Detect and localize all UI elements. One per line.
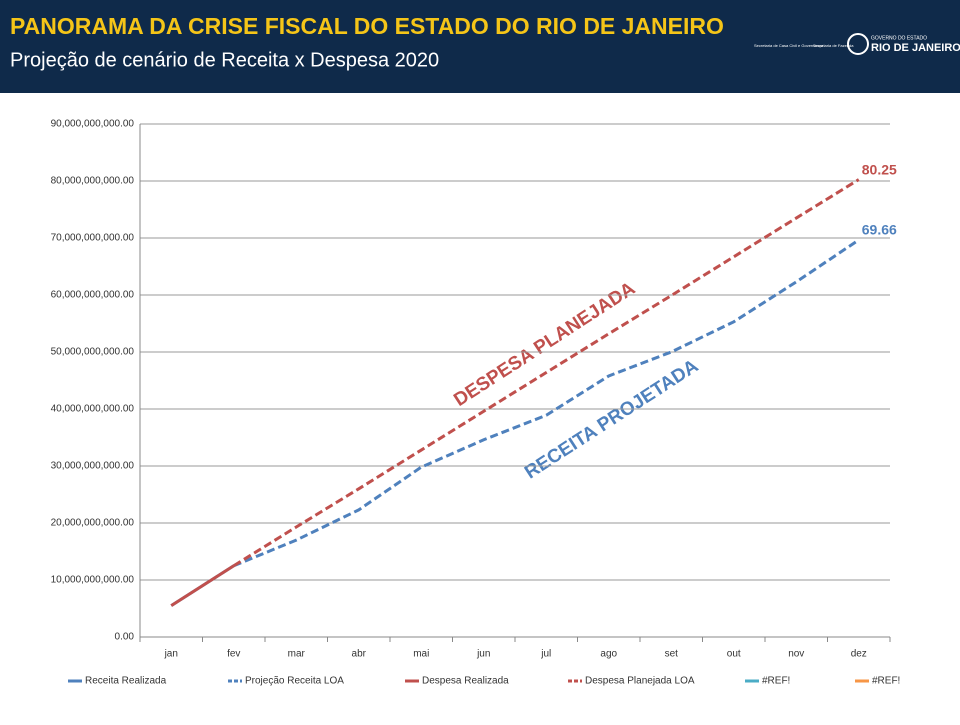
logo-text: RIO DE JANEIRO [871,42,960,54]
data-label: 69.66 [862,222,897,238]
x-tick-label: mai [413,649,429,660]
series-line [233,238,860,568]
logo-emblem [847,33,869,55]
annotation: DESPESA PLANEJADA [450,278,639,411]
slide-subtitle: Projeção de cenário de Receita x Despesa… [10,49,439,71]
y-tick-label: 30,000,000,000.00 [51,461,135,472]
y-tick-label: 70,000,000,000.00 [51,233,135,244]
y-tick-label: 0.00 [115,632,135,643]
data-label: 80.25 [862,161,897,177]
x-tick-label: abr [352,649,367,660]
y-tick-label: 80,000,000,000.00 [51,176,135,187]
header-bar [0,0,960,93]
x-tick-label: jun [476,649,490,660]
legend-label: Despesa Realizada [422,676,509,687]
logo-text: Secretaria de Casa Civil e Governança [754,43,824,48]
x-tick-label: fev [227,649,240,660]
x-tick-label: set [665,649,679,660]
series-line [170,564,235,607]
y-tick-label: 10,000,000,000.00 [51,575,135,586]
y-tick-label: 40,000,000,000.00 [51,404,135,415]
slide-title: PANORAMA DA CRISE FISCAL DO ESTADO DO RI… [10,13,724,39]
y-tick-label: 90,000,000,000.00 [51,119,135,130]
legend-label: Despesa Planejada LOA [585,676,695,687]
y-tick-label: 60,000,000,000.00 [51,290,135,301]
legend-label: Projeção Receita LOA [245,676,344,687]
legend-label: #REF! [762,676,790,687]
x-tick-label: dez [851,649,867,660]
legend-label: #REF! [872,676,900,687]
logo-text: GOVERNO DO ESTADO [871,35,927,41]
x-tick-label: jan [164,649,178,660]
logo-text: Secretaria de Fazenda [813,43,854,48]
series-line [232,178,860,568]
legend-label: Receita Realizada [85,676,167,687]
x-tick-label: mar [288,649,306,660]
y-tick-label: 20,000,000,000.00 [51,518,135,529]
x-tick-label: jul [540,649,551,660]
y-tick-label: 50,000,000,000.00 [51,347,135,358]
x-tick-label: ago [600,649,617,660]
x-tick-label: nov [788,649,804,660]
x-tick-label: out [727,649,741,660]
